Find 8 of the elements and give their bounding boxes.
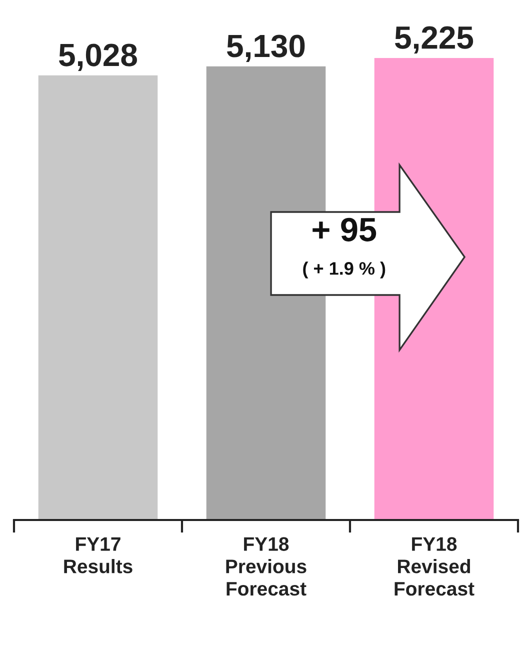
data-label: 5,225 xyxy=(395,26,474,54)
data-label: 5,028 xyxy=(59,44,137,71)
x-tick-label: FY18 Revised Forecast xyxy=(394,537,474,596)
x-tick-label: FY18 Previous Forecast xyxy=(226,537,306,596)
data-label: 5,130 xyxy=(227,34,305,62)
annotation: ( + 1.9 % ) xyxy=(303,262,386,278)
annotation: + 95 xyxy=(312,218,376,242)
x-tick-label: FY17 Results xyxy=(64,537,132,574)
